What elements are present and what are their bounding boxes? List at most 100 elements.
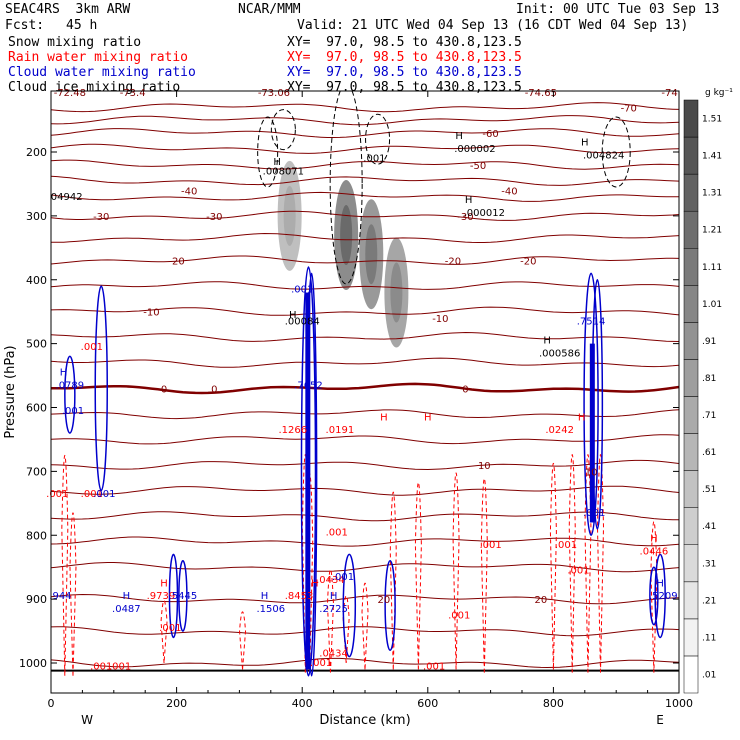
isotherm-label-19: -70	[621, 103, 637, 114]
y-tick-label-2: 400	[26, 274, 47, 287]
rain-contour-16	[596, 454, 605, 673]
cloud-ice-contours	[257, 91, 631, 285]
endpoint-west: W	[81, 713, 93, 727]
colorbar-label-0: .01	[702, 670, 716, 680]
rain-high-2: H	[380, 412, 388, 423]
colorbar-label-9: .91	[702, 337, 716, 347]
colorbar: .01 .11 .21 .31 .41 .51 .61 .71 .81 .91 1.01 1.11 1.…	[683, 99, 722, 694]
shade-core-3	[390, 262, 403, 323]
cloud-label-13: .001	[583, 508, 605, 519]
colorbar-label-14: 1.41	[702, 152, 722, 162]
rain-label-9: .0434	[319, 649, 348, 660]
colorbar-swatch-0	[683, 655, 699, 694]
colorbar-label-5: .51	[702, 485, 716, 495]
rain-contour-17	[650, 521, 658, 673]
colorbar-swatch-7	[683, 396, 699, 434]
cloud-high-4: H	[656, 578, 664, 589]
cloud-contour-7	[384, 560, 396, 651]
axes: 0 200 400 600 800 100020030040050060070080090…	[19, 91, 693, 710]
rain-contour-11	[452, 472, 460, 670]
x-tick-label-1: 200	[166, 697, 187, 710]
cloud-high-3: H	[330, 591, 338, 602]
isotherm-label-13: -30	[206, 212, 222, 223]
x-tick-label-3: 600	[417, 697, 438, 710]
y-tick-label-0: 200	[26, 146, 47, 159]
colorbar-label-8: .81	[702, 374, 716, 384]
y-tick-label-7: 900	[26, 593, 47, 606]
rain-contour-15	[584, 454, 592, 673]
y-tick-label-5: 700	[26, 465, 47, 478]
cloud-label-4: .5445	[169, 591, 198, 602]
rain-contour-14	[568, 454, 576, 673]
field-xy-snow: XY= 97.0, 98.5 to 430.8,123.5	[287, 35, 522, 50]
isotherm-245	[51, 175, 679, 186]
isotherm-650	[51, 434, 679, 445]
ice-label-6: .001	[363, 154, 385, 165]
cloud-high-0: H	[60, 368, 68, 379]
rain-high-1: H	[311, 578, 319, 589]
ice-label-7: 04942	[51, 192, 83, 203]
isotherm-810	[51, 536, 679, 547]
rain-contours	[61, 454, 658, 676]
isotherm-top-label-0: -72.48	[54, 88, 86, 99]
isotherm-top-label-2: -73.06	[258, 88, 290, 99]
colorbar-swatch-9	[683, 322, 699, 360]
cloud-label-6: .7652	[294, 380, 323, 391]
ice-label-3: .000012	[464, 208, 505, 219]
isotherm-label-3: 10	[478, 461, 491, 472]
cloud-contour-8	[583, 272, 599, 536]
isotherm-490	[51, 331, 679, 342]
isotherm-570	[51, 382, 679, 395]
colorbar-swatch-15	[683, 99, 699, 138]
isotherm-900	[51, 593, 679, 605]
colorbar-swatch-5	[683, 470, 699, 508]
colorbar-swatch-6	[683, 433, 699, 471]
init-time: Init: 00 UTC Tue 03 Sep 13	[516, 2, 720, 17]
field-name-snow: Snow mixing ratio	[8, 35, 142, 50]
rain-label-12: .001	[448, 610, 470, 621]
cloud-label-9: .001	[291, 285, 313, 296]
colorbar-swatch-3	[683, 544, 699, 583]
ice-label-5: .00084	[285, 316, 320, 327]
endpoint-east: E	[656, 713, 664, 727]
rain-high-3: H	[424, 412, 432, 423]
cloud-label-10: .7514	[577, 316, 606, 327]
colorbar-swatch-10	[683, 285, 699, 323]
ice-label-4: .000586	[539, 348, 580, 359]
isotherm-label-5: 20	[377, 595, 390, 606]
rain-label-4: .9739	[147, 591, 176, 602]
cloud-contour-6	[342, 553, 357, 658]
rain-label-19: .0242	[545, 425, 574, 436]
isotherm-950	[51, 626, 679, 637]
rain-label-15: .001	[567, 566, 589, 577]
ice-label-1: .004824	[583, 150, 624, 161]
y-tick-label-1: 300	[26, 210, 47, 223]
field-xy-rain: XY= 97.0, 98.5 to 430.8,123.5	[287, 50, 522, 65]
rain-label-2: .001	[90, 661, 112, 672]
rain-label-3: .001	[109, 661, 131, 672]
colorbar-label-10: 1.01	[702, 300, 722, 310]
ice-label-0: .000002	[454, 144, 495, 155]
isotherm-690	[51, 459, 679, 471]
colorbar-label-15: 1.51	[702, 115, 722, 125]
y-tick-label-3: 500	[26, 338, 47, 351]
rain-label-6: .8453	[285, 591, 314, 602]
y-axis-label: Pressure (hPa)	[3, 345, 18, 438]
ice-contour-4	[270, 109, 296, 151]
rain-contour-1	[69, 512, 77, 676]
isotherm-label-9: -20	[168, 257, 184, 268]
shade-core-0	[283, 185, 296, 246]
field-name-rain: Rain water mixing ratio	[8, 50, 189, 65]
rain-label-10: .001	[310, 658, 332, 669]
isotherm-130	[51, 102, 679, 113]
x-axis-label: Distance (km)	[319, 713, 410, 728]
org-label: NCAR/MMM	[238, 2, 301, 17]
cloud-high-2: H	[261, 591, 269, 602]
isotherm-730	[51, 485, 679, 496]
ice-high-4: H	[543, 336, 551, 347]
isotherm-530	[51, 357, 679, 368]
rain-label-18: .0191	[326, 425, 355, 436]
isotherm-270	[51, 191, 679, 202]
isotherm-label-7: -10	[143, 308, 159, 319]
isotherm-label-11: -20	[520, 257, 536, 268]
